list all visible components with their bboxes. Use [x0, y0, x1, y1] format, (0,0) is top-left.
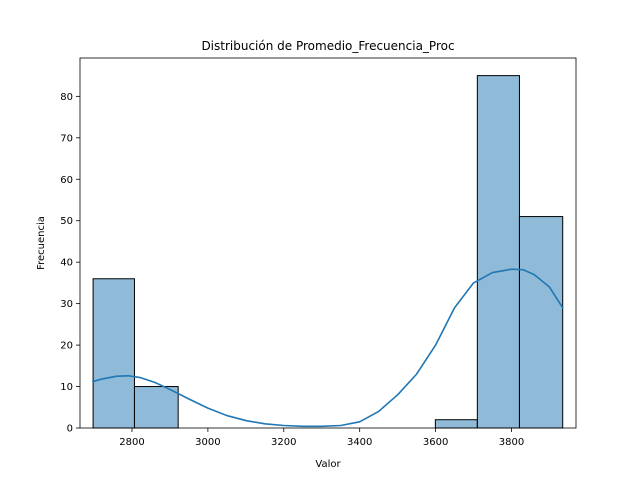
y-tick-label: 80 [60, 92, 73, 103]
histogram-bar-2 [434, 419, 478, 429]
x-tick-label: 2800 [119, 437, 144, 448]
chart-title: Distribución de Promedio_Frecuencia_Proc [201, 39, 454, 53]
y-tick-label: 70 [60, 133, 73, 144]
plot-frame [79, 57, 577, 429]
x-axis-ticks: 2800 3000 3200 3400 3600 3800 [119, 428, 524, 448]
y-tick-label: 0 [67, 424, 73, 435]
histogram-bar-1 [133, 386, 179, 429]
x-axis-label: Valor [315, 459, 341, 470]
kde-curve [92, 268, 564, 428]
y-tick-label: 20 [60, 341, 73, 352]
y-tick-label: 50 [60, 216, 73, 227]
x-tick-label: 3600 [423, 437, 448, 448]
x-tick-label: 3200 [271, 437, 296, 448]
x-tick-label: 3800 [499, 437, 524, 448]
histogram-bar-3 [476, 75, 520, 429]
histogram-bar-4 [518, 216, 564, 429]
y-axis-label: Frecuencia [36, 216, 47, 270]
kde-curve-group [92, 268, 564, 428]
histogram-bar-0 [92, 278, 135, 429]
y-axis-ticks: 0 10 20 30 40 50 60 70 80 [60, 92, 80, 435]
x-tick-label: 3400 [347, 437, 372, 448]
x-tick-label: 3000 [195, 437, 220, 448]
y-tick-label: 10 [60, 382, 73, 393]
y-tick-label: 30 [60, 299, 73, 310]
y-tick-label: 60 [60, 175, 73, 186]
y-tick-label: 40 [60, 258, 73, 269]
histogram-bars [92, 75, 564, 429]
